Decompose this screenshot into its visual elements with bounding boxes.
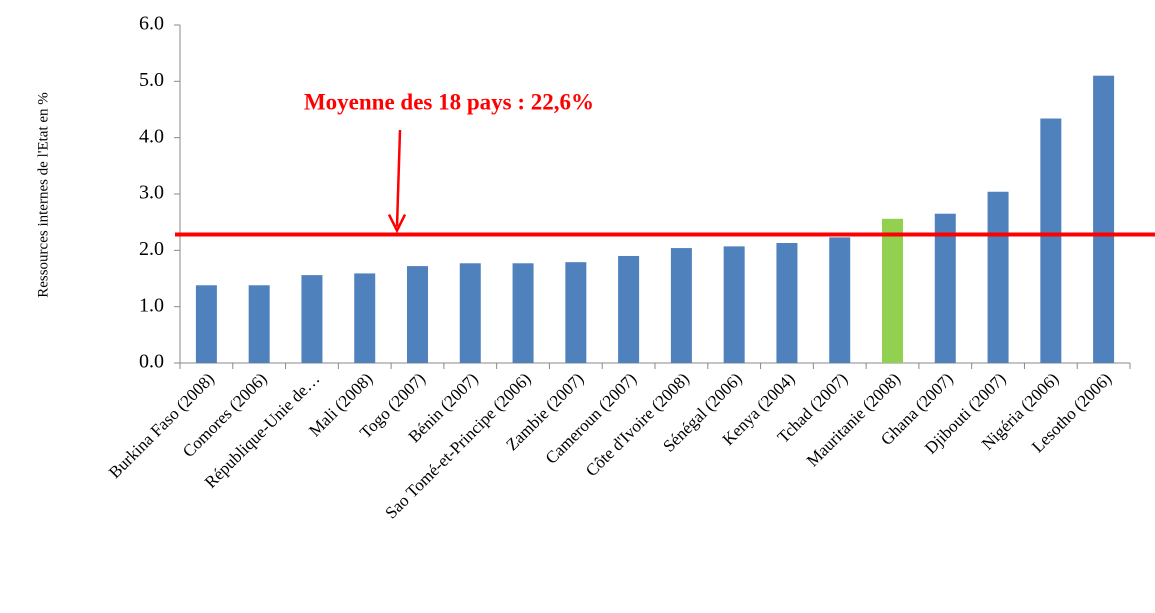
y-axis-label: Ressources internes de l'Etat en % — [35, 92, 51, 298]
annotation: Moyenne des 18 pays : 22,6% — [304, 89, 594, 114]
bar — [248, 285, 270, 363]
y-tick-label: 3.0 — [139, 182, 164, 204]
arrow-shaft — [395, 129, 402, 227]
x-tick-label: Cameroun (2007) — [542, 369, 641, 468]
bar — [776, 243, 798, 363]
bar — [354, 273, 376, 363]
bar — [407, 266, 428, 363]
bar — [670, 248, 692, 363]
bar — [618, 255, 640, 363]
bar — [512, 263, 534, 363]
bar — [301, 275, 323, 363]
bar — [1093, 75, 1115, 363]
bar — [565, 262, 587, 363]
y-tick-label: 5.0 — [139, 69, 164, 91]
y-tick-label: 2.0 — [139, 238, 164, 260]
bar — [1040, 118, 1062, 363]
y-tick-label: 6.0 — [139, 13, 164, 35]
bar — [829, 237, 851, 363]
bar — [987, 191, 1009, 363]
bar — [459, 263, 481, 363]
y-tick-label: 1.0 — [139, 294, 164, 316]
y-tick-label: 0.0 — [139, 351, 164, 373]
x-tick-label: Mauritanie (2008) — [803, 369, 904, 470]
arrow-head — [387, 214, 407, 234]
bar — [195, 285, 217, 363]
bar — [882, 218, 903, 363]
y-tick-label: 4.0 — [139, 125, 164, 147]
bar — [723, 246, 745, 363]
bar — [934, 213, 956, 363]
